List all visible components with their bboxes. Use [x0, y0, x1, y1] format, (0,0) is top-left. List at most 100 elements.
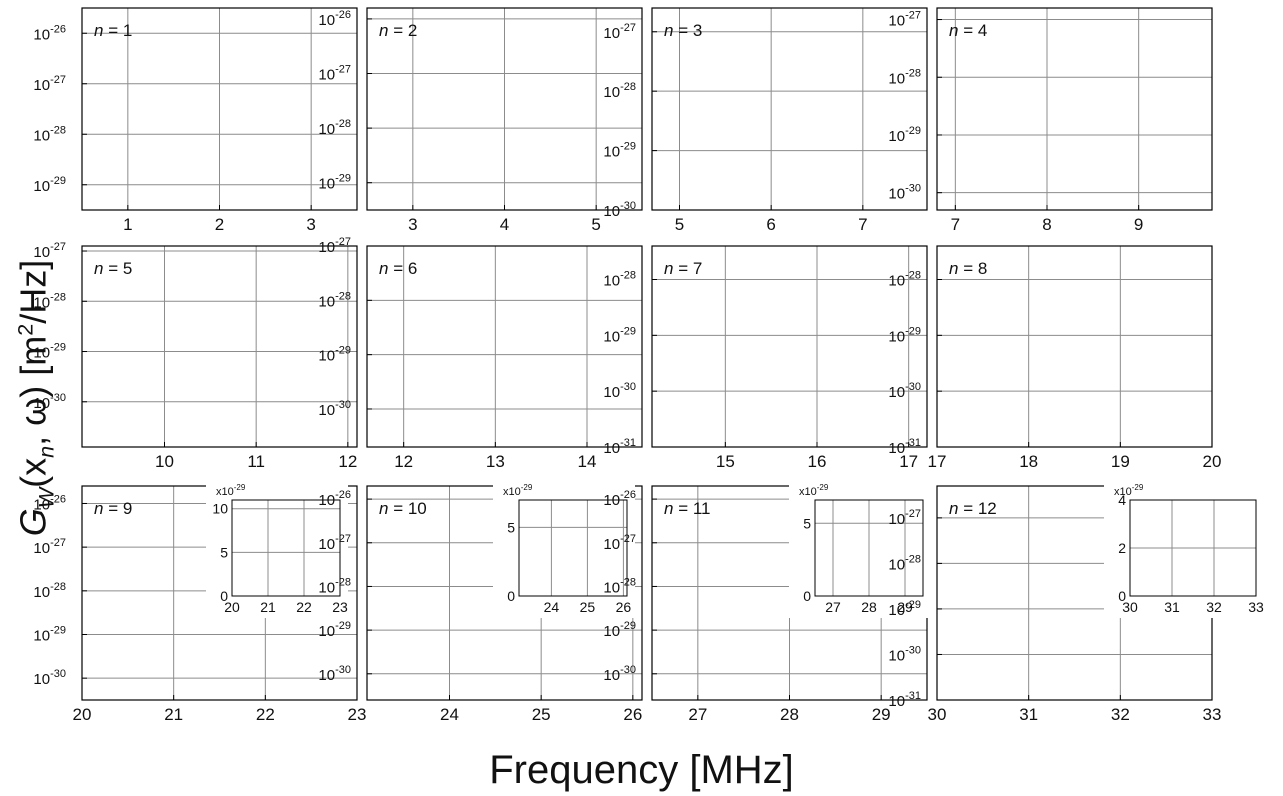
data-point — [197, 0, 202, 3]
data-point — [184, 0, 189, 3]
data-point — [520, 0, 525, 3]
data-point — [712, 0, 717, 3]
data-point — [428, 0, 433, 3]
data-point — [378, 0, 383, 3]
data-point — [760, 0, 765, 3]
data-point — [461, 0, 466, 3]
data-point — [888, 0, 893, 3]
data-point — [320, 0, 325, 3]
data-point — [528, 0, 533, 3]
data-point — [1160, 0, 1165, 3]
data-point — [1082, 0, 1087, 3]
data-point — [266, 0, 271, 3]
data-point — [1044, 0, 1049, 3]
data-point — [993, 0, 998, 3]
data-point — [763, 0, 768, 3]
data-point — [1010, 0, 1015, 3]
data-point — [471, 0, 476, 3]
data-point — [208, 0, 213, 3]
data-point — [605, 0, 610, 3]
data-point — [241, 0, 246, 3]
data-point — [869, 0, 874, 3]
data-point — [530, 0, 535, 3]
data-point — [583, 0, 588, 3]
data-point — [269, 0, 274, 3]
data-point — [1100, 0, 1105, 3]
inset-data-point — [291, 0, 295, 2]
inset-data-point — [289, 0, 293, 2]
data-point — [809, 0, 814, 3]
data-point — [116, 0, 121, 3]
data-point — [276, 0, 281, 3]
data-point — [633, 0, 638, 3]
data-point — [887, 0, 892, 3]
data-point — [103, 0, 108, 3]
data-point — [806, 0, 811, 3]
data-point — [1082, 0, 1087, 3]
data-point — [901, 0, 906, 3]
data-point — [216, 0, 221, 3]
data-point — [1208, 0, 1213, 3]
data-point — [968, 0, 973, 3]
data-point — [90, 0, 95, 3]
data-point — [1168, 0, 1173, 3]
data-point — [857, 0, 862, 3]
y-tick-label: 10-29 — [888, 125, 921, 145]
data-point — [332, 0, 337, 3]
data-point — [557, 0, 562, 3]
data-point — [527, 0, 532, 3]
data-point — [529, 0, 534, 3]
data-point — [482, 0, 487, 3]
data-point — [453, 0, 458, 3]
data-point — [666, 0, 671, 3]
data-point — [606, 0, 611, 3]
data-point — [405, 0, 410, 3]
data-point — [346, 0, 351, 3]
data-point — [1003, 0, 1008, 3]
data-point — [399, 0, 404, 3]
data-point — [632, 0, 637, 3]
data-point — [404, 0, 409, 3]
data-point — [1152, 0, 1157, 3]
data-point — [668, 0, 673, 3]
data-point — [1182, 0, 1187, 3]
data-point — [537, 0, 542, 3]
data-point — [1109, 0, 1114, 3]
data-point — [1105, 0, 1110, 3]
data-point — [142, 0, 147, 3]
data-point — [535, 0, 540, 3]
data-point — [795, 0, 800, 3]
data-point — [120, 0, 125, 3]
data-point — [157, 0, 162, 3]
inset-data-point — [568, 0, 572, 2]
data-point — [266, 0, 271, 3]
data-point — [1040, 0, 1045, 3]
data-point — [384, 0, 389, 3]
data-point — [365, 0, 370, 3]
data-point — [1005, 0, 1010, 3]
data-point — [80, 0, 85, 3]
data-point — [304, 0, 309, 3]
data-point — [263, 0, 268, 3]
data-point — [634, 0, 639, 3]
data-point — [523, 0, 528, 3]
data-point — [610, 0, 615, 3]
inset-data-point — [310, 0, 314, 2]
data-point — [803, 0, 808, 3]
data-point — [329, 0, 334, 3]
data-point — [573, 0, 578, 3]
data-point — [295, 0, 300, 3]
data-point — [121, 0, 126, 3]
data-point — [558, 0, 563, 3]
data-point — [908, 0, 913, 3]
data-point — [624, 0, 629, 3]
data-point — [282, 0, 287, 3]
data-point — [458, 0, 463, 3]
data-point — [420, 0, 425, 3]
data-point — [169, 0, 174, 3]
data-point — [370, 0, 375, 3]
data-point — [100, 0, 105, 3]
data-point — [904, 0, 909, 3]
data-point — [1073, 0, 1078, 3]
